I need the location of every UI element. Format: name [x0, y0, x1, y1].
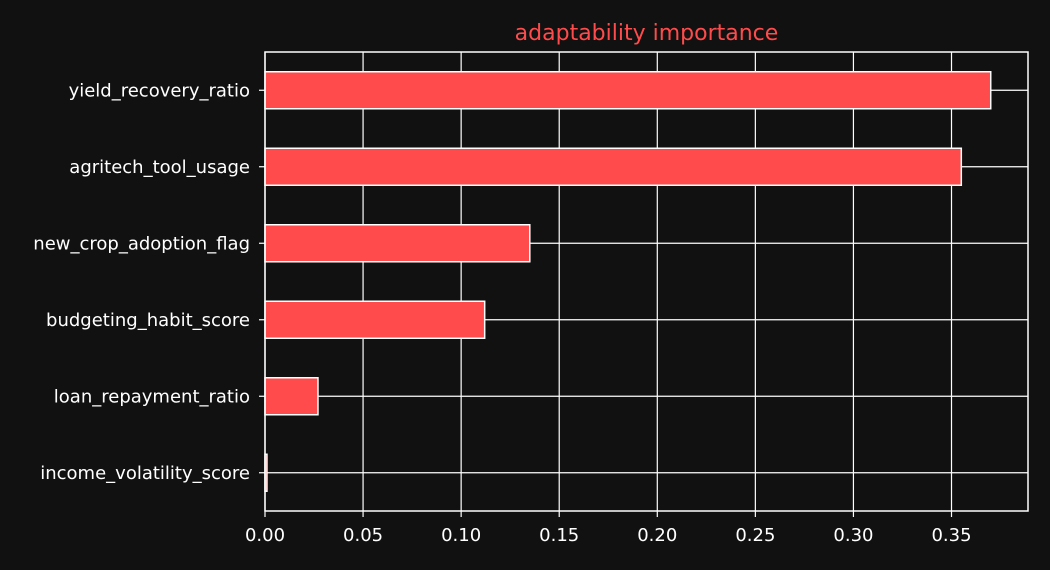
bar-new-crop-adoption-flag — [264, 224, 531, 263]
x-tick-label: 0.30 — [833, 525, 873, 546]
y-tick-label: new_crop_adoption_flag — [33, 233, 250, 254]
x-tick-labels: 0.00 0.05 0.10 0.15 0.20 0.25 0.30 0.35 — [245, 511, 972, 546]
y-tick-label: budgeting_habit_score — [46, 310, 250, 331]
bar-budgeting-habit-score — [264, 300, 486, 339]
bars — [264, 71, 992, 492]
x-tick-label: 0.20 — [637, 525, 677, 546]
y-tick-label: income_volatility_score — [40, 463, 250, 484]
x-tick-label: 0.05 — [343, 525, 383, 546]
bar-loan-repayment-ratio — [264, 377, 319, 416]
chart-title: adaptability importance — [515, 21, 779, 46]
y-tick-label: yield_recovery_ratio — [69, 80, 250, 101]
plot-frame — [264, 51, 1029, 512]
x-tick-label: 0.15 — [539, 525, 579, 546]
y-tick-labels: yield_recovery_ratio agritech_tool_usagen… — [33, 80, 265, 484]
x-tick-label: 0.25 — [735, 525, 775, 546]
x-tick-label: 0.00 — [245, 525, 285, 546]
y-tick-label: agritech_tool_usage — [69, 157, 250, 178]
y-tick-label: loan_repayment_ratio — [54, 386, 250, 407]
x-tick-label: 0.10 — [441, 525, 481, 546]
bar-yield-recovery-ratio — [264, 71, 992, 110]
bar-agritech-tool-usage — [264, 147, 963, 186]
x-tick-label: 0.35 — [931, 525, 971, 546]
